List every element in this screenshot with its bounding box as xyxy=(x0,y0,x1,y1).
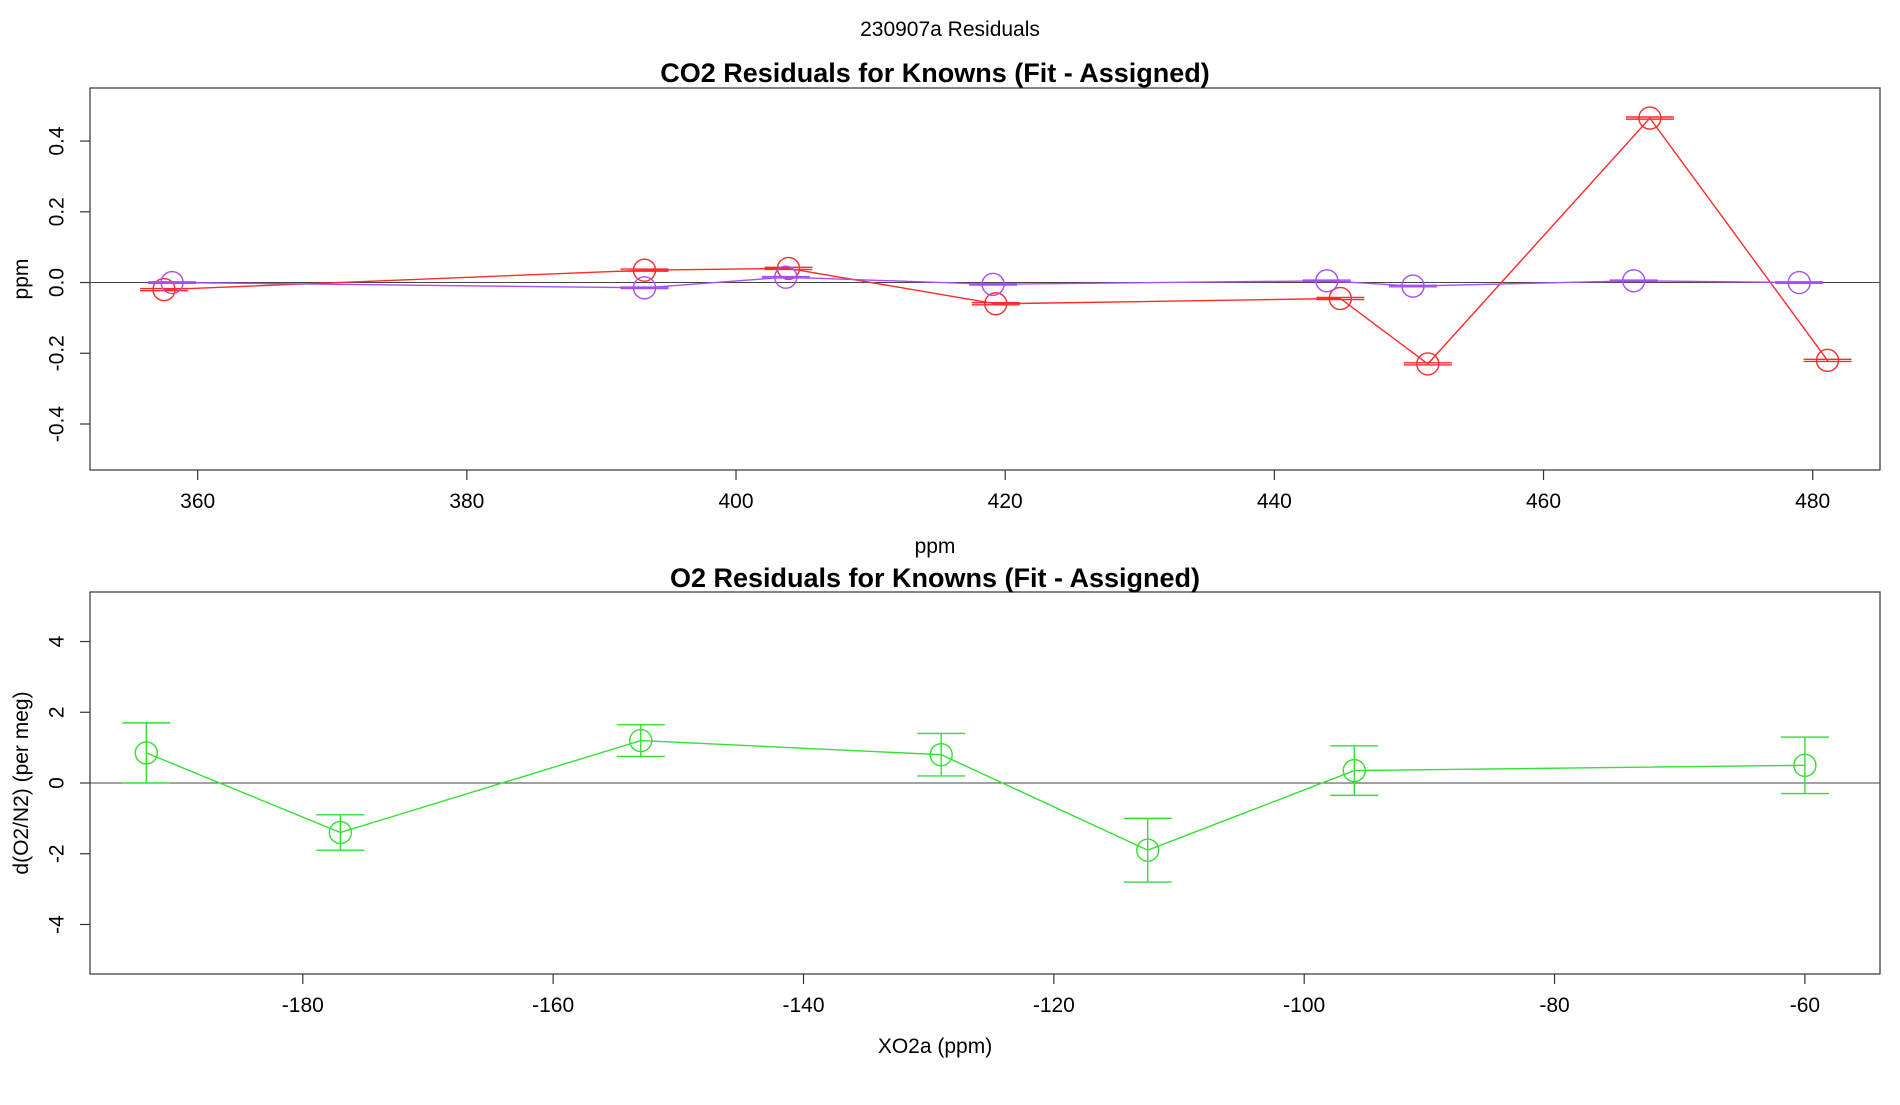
y-tick-label: 4 xyxy=(46,635,69,647)
chart-title: CO2 Residuals for Knowns (Fit - Assigned… xyxy=(660,58,1210,88)
data-point xyxy=(328,820,353,845)
o2-residuals-chart: O2 Residuals for Knowns (Fit - Assigned)… xyxy=(10,563,1881,1058)
data-point xyxy=(152,277,176,302)
page-title: 230907a Residuals xyxy=(860,18,1040,41)
data-point xyxy=(1401,274,1425,298)
chart-title: O2 Residuals for Knowns (Fit - Assigned) xyxy=(670,563,1200,593)
data-point xyxy=(984,292,1008,316)
series-line xyxy=(163,116,1829,365)
co2-residuals-chart: CO2 Residuals for Knowns (Fit - Assigned… xyxy=(10,58,1881,558)
data-point xyxy=(1622,269,1646,293)
data-point xyxy=(1815,348,1840,373)
y-tick-label: -2 xyxy=(46,844,69,863)
x-tick-label: -140 xyxy=(782,994,824,1017)
y-tick-label: 0.0 xyxy=(46,268,69,297)
data-point xyxy=(1638,106,1662,130)
data-point xyxy=(632,276,657,300)
x-tick-label: 460 xyxy=(1526,490,1561,513)
x-tick-label: -160 xyxy=(532,994,574,1017)
series-line xyxy=(172,276,1800,289)
data-point xyxy=(1342,758,1366,783)
data-point xyxy=(929,743,953,767)
x-tick-label: 400 xyxy=(718,490,753,513)
x-tick-label: 420 xyxy=(988,490,1023,513)
x-axis-label: XO2a (ppm) xyxy=(878,1035,992,1058)
x-tick-label: 440 xyxy=(1257,490,1292,513)
x-tick-label: -80 xyxy=(1539,994,1569,1017)
data-point xyxy=(1793,753,1817,778)
data-point xyxy=(1787,270,1811,295)
x-axis-label: ppm xyxy=(915,535,956,558)
y-tick-label: 0.2 xyxy=(46,197,69,226)
y-tick-label: -0.4 xyxy=(46,406,69,443)
data-point xyxy=(776,256,801,281)
x-tick-label: -60 xyxy=(1790,994,1820,1017)
y-tick-label: 0 xyxy=(46,777,69,789)
x-tick-label: 480 xyxy=(1795,490,1830,513)
x-tick-label: -100 xyxy=(1283,994,1325,1017)
data-point xyxy=(134,741,159,765)
plot-frame xyxy=(89,87,1881,471)
y-axis-label: ppm xyxy=(10,259,33,300)
data-point xyxy=(632,258,657,282)
y-tick-label: 0.4 xyxy=(46,126,69,156)
data-point xyxy=(629,728,653,753)
x-tick-label: 380 xyxy=(449,490,484,513)
y-axis-label: d(O2/N2) (per meg) xyxy=(10,691,33,874)
y-tick-label: 2 xyxy=(46,706,69,718)
x-tick-label: 360 xyxy=(180,490,215,513)
y-tick-label: -4 xyxy=(46,915,69,934)
data-point xyxy=(1416,352,1440,376)
data-point xyxy=(981,272,1005,297)
data-point xyxy=(774,265,798,289)
data-point xyxy=(1328,286,1353,311)
x-tick-label: -120 xyxy=(1033,994,1075,1017)
data-point xyxy=(1315,269,1339,293)
series-line xyxy=(146,739,1805,851)
y-tick-label: -0.2 xyxy=(46,335,69,371)
data-point xyxy=(160,270,184,295)
data-point xyxy=(1136,838,1160,862)
x-tick-label: -180 xyxy=(282,994,324,1017)
